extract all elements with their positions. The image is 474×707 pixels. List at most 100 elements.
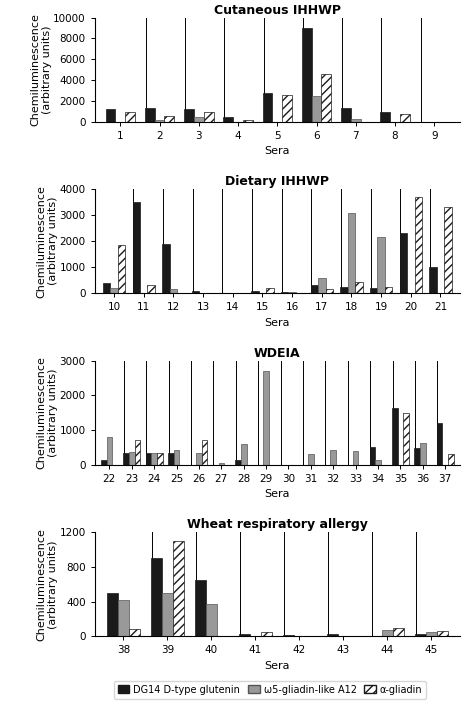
X-axis label: Sera: Sera <box>264 661 290 671</box>
Bar <box>415 633 426 636</box>
Bar <box>155 119 164 122</box>
Bar <box>164 117 174 122</box>
Title: Cutaneous IHHWP: Cutaneous IHHWP <box>214 4 341 16</box>
Bar <box>241 444 246 464</box>
Bar <box>348 213 355 293</box>
Bar <box>420 443 426 464</box>
Bar <box>125 112 135 122</box>
Bar <box>196 453 202 464</box>
Bar <box>393 628 404 636</box>
Bar <box>437 423 442 464</box>
Bar <box>204 112 213 122</box>
Bar <box>281 292 288 293</box>
Y-axis label: Chemiluminescence
(arbitrary units): Chemiluminescence (arbitrary units) <box>36 185 58 298</box>
Bar <box>385 287 392 293</box>
Bar <box>318 278 326 293</box>
Bar <box>135 440 140 464</box>
Bar <box>101 460 107 464</box>
Bar <box>106 109 115 122</box>
Bar <box>133 202 140 293</box>
Bar <box>173 541 184 636</box>
Bar <box>110 288 118 293</box>
Bar <box>283 635 294 636</box>
Bar <box>327 633 338 636</box>
Title: WDEIA: WDEIA <box>254 346 301 360</box>
Bar <box>444 207 452 293</box>
Bar <box>129 452 135 464</box>
Bar <box>219 463 224 464</box>
Bar <box>414 448 420 464</box>
Bar <box>341 108 351 122</box>
X-axis label: Sera: Sera <box>264 489 290 499</box>
Bar <box>351 119 361 122</box>
Bar <box>195 580 206 636</box>
Bar <box>310 286 318 293</box>
Bar <box>382 630 393 636</box>
Bar <box>151 559 162 636</box>
Bar <box>192 291 200 293</box>
Bar <box>107 437 112 464</box>
Bar <box>370 288 377 293</box>
Bar <box>235 460 241 464</box>
Bar <box>448 454 454 464</box>
X-axis label: Sera: Sera <box>264 146 290 156</box>
Bar <box>400 115 410 122</box>
Bar <box>123 453 129 464</box>
Bar <box>429 267 437 293</box>
Bar <box>202 440 207 464</box>
Bar <box>194 117 204 122</box>
Bar <box>326 289 333 293</box>
Bar <box>174 450 179 464</box>
Bar <box>263 93 273 122</box>
Bar <box>370 448 375 464</box>
Bar <box>151 452 157 464</box>
Bar <box>340 287 348 293</box>
Legend: DG14 D-type glutenin, ω5-gliadin-like A12, α-gliadin: DG14 D-type glutenin, ω5-gliadin-like A1… <box>114 681 427 699</box>
Bar <box>146 453 151 464</box>
Bar <box>239 633 250 636</box>
Bar <box>380 112 390 122</box>
Bar <box>311 95 321 122</box>
Bar <box>103 283 110 293</box>
Bar <box>261 632 272 636</box>
Bar <box>263 371 269 464</box>
Bar <box>243 119 253 122</box>
Bar <box>288 292 296 293</box>
Bar <box>162 244 170 293</box>
Title: Dietary IHHWP: Dietary IHHWP <box>225 175 329 188</box>
Bar <box>282 95 292 122</box>
Bar <box>107 593 118 636</box>
Y-axis label: Chemiluminescence
(arbitrary units): Chemiluminescence (arbitrary units) <box>30 13 52 126</box>
Y-axis label: Chemiluminescence
(arbitrary units): Chemiluminescence (arbitrary units) <box>36 528 58 641</box>
Bar <box>377 238 385 293</box>
Bar <box>206 604 217 636</box>
Bar <box>330 450 336 464</box>
Bar <box>400 233 407 293</box>
Bar <box>157 452 163 464</box>
Bar <box>170 289 177 293</box>
Bar <box>184 109 194 122</box>
Bar <box>308 454 314 464</box>
Y-axis label: Chemiluminescence
(arbitrary units): Chemiluminescence (arbitrary units) <box>36 356 58 469</box>
Bar <box>251 291 259 293</box>
Bar <box>437 631 447 636</box>
Bar <box>392 407 398 464</box>
Bar <box>403 413 409 464</box>
Bar <box>426 632 437 636</box>
Bar <box>162 593 173 636</box>
Bar <box>118 600 129 636</box>
Bar <box>321 74 331 122</box>
Bar <box>266 288 273 293</box>
Bar <box>302 28 311 122</box>
Title: Wheat respiratory allergy: Wheat respiratory allergy <box>187 518 368 531</box>
Bar <box>353 451 358 464</box>
Bar <box>375 460 381 464</box>
Bar <box>355 281 363 293</box>
Bar <box>415 197 422 293</box>
Bar <box>147 286 155 293</box>
Bar <box>223 117 233 122</box>
Bar <box>168 453 174 464</box>
Bar <box>145 108 155 122</box>
Bar <box>129 629 140 636</box>
Bar <box>118 245 125 293</box>
